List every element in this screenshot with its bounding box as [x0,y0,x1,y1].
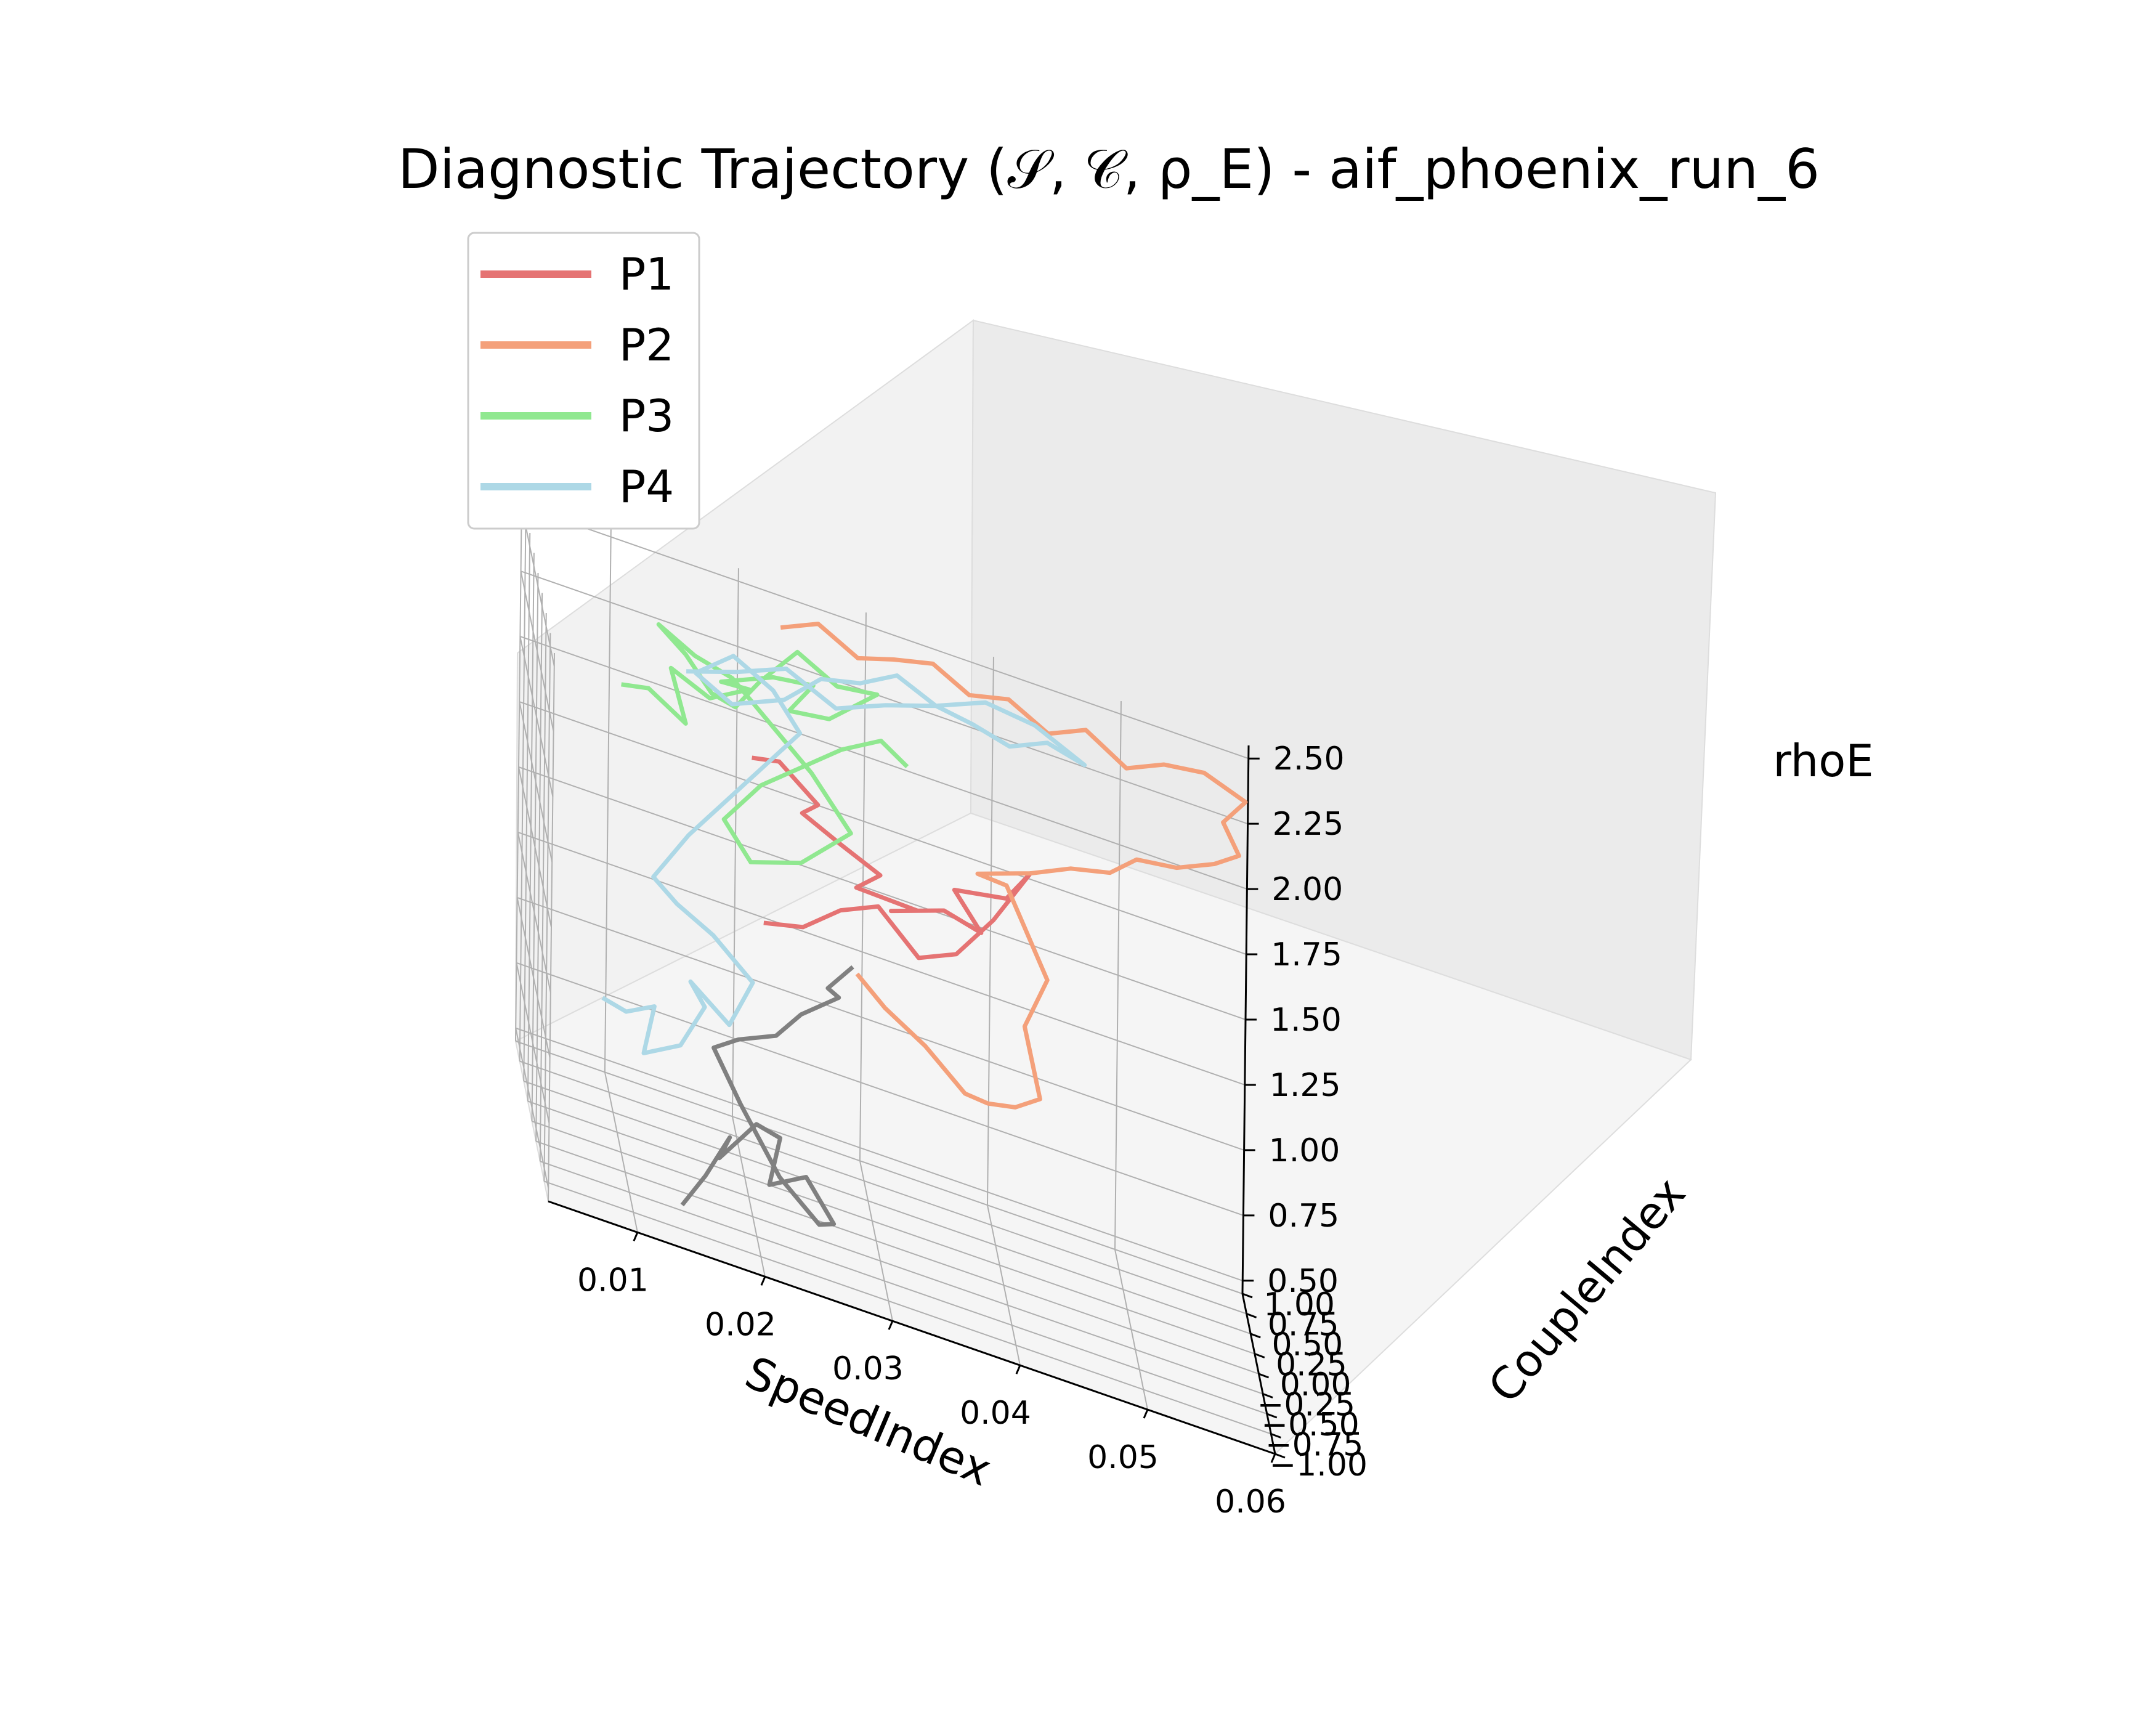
x-tick-label: 0.05 [1087,1439,1159,1476]
z-axis-label: rhoE [1773,735,1874,787]
grid-line [521,570,1248,825]
grid-line [519,701,553,862]
series-line-p2 [780,622,1248,1110]
grid-line [535,1140,1263,1395]
x-tick-label: 0.06 [1215,1484,1286,1520]
grid-line [520,636,1247,890]
y-tick-mark [1254,1353,1265,1358]
grid-line [517,832,551,993]
x-tick-mark [1015,1365,1021,1374]
y-tick-mark [1242,1293,1253,1299]
grid-line [515,1027,1243,1281]
axis-lines [548,745,1286,1463]
grid-line [520,570,554,732]
grid-line [521,505,1249,760]
x-tick-label: 0.04 [960,1395,1031,1432]
z-tick-label: 1.75 [1271,936,1342,973]
y-tick-mark [1266,1413,1278,1419]
grid-line [516,962,1244,1216]
grid-line [516,962,550,1124]
y-tick-label: 0.50 [1271,1326,1343,1363]
grid-line [519,701,1247,955]
series-line-p1 [752,755,1033,960]
x-tick-mark [760,1276,766,1286]
series-line-p3 [621,622,909,866]
y-tick-mark [1262,1393,1273,1398]
x-tick-label: 0.01 [577,1262,649,1299]
grid-line [515,1028,549,1189]
grid-line [521,505,555,667]
y-tick-mark [1258,1373,1270,1379]
y-tick-label: −0.25 [1257,1387,1355,1424]
z-tick-label: 1.25 [1270,1067,1341,1104]
tick-labels: 0.01 0.02 0.03 0.04 0.05 0.06−1.00−0.75−0.50−… [577,741,1368,1520]
x-tick-mark [633,1232,639,1241]
y-tick-mark [1250,1333,1261,1339]
grid-line [515,1041,1243,1294]
z-tick-label: 2.50 [1273,741,1345,777]
z-tick-label: 1.50 [1270,1002,1342,1039]
grid-line [544,1180,1271,1435]
y-tick-label: 0.00 [1280,1366,1352,1403]
x-tick-mark [1270,1453,1276,1463]
legend-label-p2: P2 [619,319,674,371]
chart-title: Diagnostic Trajectory (𝒮, 𝒞, ρ_E) - aif_… [398,137,1820,201]
grid-line [527,1100,1255,1355]
grid-line [516,897,551,1058]
legend-items: P1 P2 P3 P4 [480,248,674,513]
x-tick-label: 0.02 [705,1306,776,1343]
y-tick-label: 1.00 [1263,1286,1335,1323]
grid-line [540,1161,1268,1414]
y-tick-label: −0.75 [1265,1427,1363,1464]
x-tick-mark [1143,1409,1149,1419]
y-tick-label: 0.75 [1268,1307,1339,1344]
legend-label-p3: P3 [619,390,674,442]
y-tick-mark [1275,1453,1286,1459]
z-tick-label: 2.25 [1273,806,1344,843]
y-tick-label: −0.50 [1261,1406,1359,1443]
grid-line [523,1081,1251,1334]
grid-line [518,766,1246,1020]
y-tick-mark [1246,1313,1257,1318]
y-tick-mark [1270,1433,1281,1439]
grid-line [519,1060,1247,1315]
plot-series [601,622,1248,1227]
z-tick-label: 1.00 [1269,1132,1340,1169]
x-tick-label: 0.03 [832,1350,904,1387]
grid-line [517,896,1244,1151]
z-tick-label: 0.50 [1267,1263,1339,1300]
grid-line [532,1121,1259,1374]
legend: P1 P2 P3 P4 [467,232,700,530]
x-axis-line [548,1200,1276,1455]
legend-box [467,232,700,530]
y-tick-label: 0.25 [1276,1347,1347,1384]
series-line-p4 [601,654,1087,1055]
x-tick-mark [888,1320,894,1330]
grid-line [519,636,554,797]
grid-line [517,832,1246,1086]
y-tick-label: −1.00 [1270,1447,1368,1484]
z-tick-label: 0.75 [1268,1198,1339,1235]
series-line-unlabeled [680,965,854,1227]
legend-label-p1: P1 [619,248,674,300]
grid-line [518,766,552,928]
legend-label-p4: P4 [619,461,674,513]
z-tick-label: 2.00 [1271,871,1343,908]
